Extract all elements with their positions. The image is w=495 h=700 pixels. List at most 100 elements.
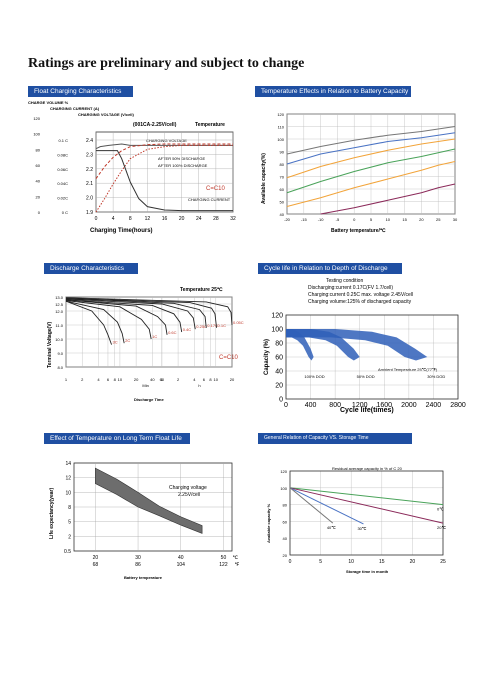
cycle-cond-1: Discharging:current 0.17C(FV 1.7/cell)	[308, 285, 393, 291]
discharge-x-tick-min: 2	[81, 377, 84, 382]
discharge-x-tick-min: 8	[114, 377, 117, 382]
float-voltage-tick: 2.3	[86, 152, 93, 158]
cycle-plot-frame	[285, 314, 459, 400]
floatlife-x-tick-c: 30	[135, 555, 141, 561]
temp-x-tick: 15	[402, 217, 407, 222]
floatlife-note-1: Charging voltage	[169, 485, 207, 491]
storage-y-tick: 60	[283, 519, 288, 524]
discharge-x-tick-h: 8	[209, 377, 212, 382]
float-xlabel: Charging Time(hours)	[90, 228, 153, 234]
storage-x-tick: 15	[379, 559, 385, 565]
discharge-series-line	[65, 299, 183, 333]
charging-current-label: CHARGING CURRENT (A)	[50, 106, 100, 111]
temp-x-tick: 0	[353, 217, 356, 222]
discharge-chart: Temperature 25℃ Terminal Voltage(V) C=C1…	[47, 286, 244, 402]
floatlife-x-tick-f: 68	[93, 562, 99, 568]
storage-series-line	[289, 487, 444, 506]
float-voltage-tick: 2.2	[86, 167, 93, 173]
discharge-series-line	[65, 298, 196, 330]
cycle-panel: Cycle life in Relation to Depth of Disch…	[258, 263, 468, 415]
temp-series-line	[286, 160, 456, 208]
float-volume-tick: 100	[33, 132, 40, 137]
float-x-tick: 0	[95, 216, 98, 222]
cycle-x-tick: 1200	[352, 402, 368, 409]
storage-y-tick: 80	[283, 503, 288, 508]
float-volume-tick: 20	[36, 194, 41, 199]
floatlife-x-tick-c: 40	[178, 555, 184, 561]
cycle-y-tick: 0	[279, 397, 283, 404]
floatlife-y-tick: 10	[65, 490, 71, 496]
floatlife-unit-f: ℉	[234, 562, 239, 568]
cycle-x-tick: 400	[305, 402, 317, 409]
temp-y-tick: 100	[277, 137, 284, 142]
discharge-panel: Discharge Characteristics Temperature 25…	[44, 263, 244, 411]
floatlife-ylabel: Life expectancy(year)	[49, 488, 55, 539]
discharge-x-tick-min: 40	[150, 377, 155, 382]
float-charging-panel: Float Charging Characteristics CHARGE VO…	[28, 86, 243, 238]
discharge-header: Discharge Characteristics	[44, 263, 138, 274]
temp-x-tick: 25	[436, 217, 441, 222]
storage-series-label: 20℃	[437, 525, 446, 530]
discharge-x-tick-min: 4	[97, 377, 100, 382]
discharge-x-tick-h: 1	[161, 377, 164, 382]
cycle-y-tick: 100	[271, 327, 283, 334]
page-title: Ratings are preliminary and subject to c…	[28, 56, 305, 71]
temp-y-tick: 40	[280, 212, 285, 217]
floatlife-y-tick: 8	[68, 505, 71, 511]
storage-series-line	[289, 487, 364, 525]
storage-series-line	[289, 487, 444, 524]
cycle-dod-band	[286, 329, 428, 361]
temp-series-line	[286, 148, 456, 194]
discharge-series-label: 2C	[125, 338, 130, 343]
floatlife-y-tick: 5	[68, 520, 71, 526]
discharge-series-label: 3C	[113, 340, 118, 345]
discharge-x-tick-h: 10	[214, 377, 219, 382]
discharge-temp-label: Temperature 25℃	[180, 286, 223, 293]
storage-top-title: Residual average capacity in % of C 20	[332, 466, 403, 471]
cycle-x-tick: 0	[284, 402, 288, 409]
float-series-line	[95, 143, 233, 150]
discharge-y-tick: 10.0	[55, 337, 64, 342]
temp-x-tick: 30	[453, 217, 458, 222]
temp-y-tick: 50	[280, 200, 285, 205]
cycle-x-tick: 800	[329, 402, 341, 409]
storage-y-tick: 20	[283, 553, 288, 558]
float-x-tick: 24	[196, 216, 202, 222]
float-current-tick: 0 C	[62, 210, 68, 215]
cycle-xlabel: Cycle life(times)	[340, 407, 394, 414]
float-x-tick: 28	[213, 216, 219, 222]
discharge-y-tick: 12.0	[55, 309, 64, 314]
float-current-tick: 0.1 C	[58, 138, 68, 143]
temp-y-tick: 110	[278, 125, 285, 130]
temp-effect-panel: Temperature Effects in Relation to Batte…	[255, 86, 465, 238]
float-current-tick: 0.04C	[57, 181, 68, 186]
cycle-x-tick: 2400	[426, 402, 442, 409]
float-charging-chart: CHARGE VOLUME % CHARGING CURRENT (A) CHA…	[28, 100, 236, 234]
discharge-series-line	[65, 299, 168, 335]
temp-x-tick: 5	[370, 217, 373, 222]
temp-effect-ylabel: Available capacity(%)	[261, 153, 267, 204]
temp-effect-chart: Available capacity(%) Battery temperatur…	[261, 112, 458, 234]
cycle-y-tick: 40	[275, 369, 283, 376]
floatlife-y-tick: 0.5	[64, 549, 71, 555]
float-volume-tick: 40	[36, 179, 41, 184]
discharge-series-label: 0.05C	[233, 320, 244, 325]
cycle-label-50: 50% DOD	[357, 374, 375, 379]
float-volume-tick: 60	[36, 163, 41, 168]
temp-series-line	[320, 183, 456, 215]
cycle-label-30: 30% DOD	[427, 374, 445, 379]
floatlife-chart: Life expectancy(year) Charging voltage 2…	[49, 461, 239, 580]
float-x-tick: 4	[112, 216, 115, 222]
temp-effect-xlabel: Battery temperature/℃	[331, 227, 386, 234]
float-x-tick: 32	[230, 216, 236, 222]
discharge-series-label: 0.17C	[207, 323, 218, 328]
cycle-x-tick: 2000	[401, 402, 417, 409]
floatlife-y-tick: 2	[68, 534, 71, 540]
discharge-x-tick-h: 6	[203, 377, 206, 382]
storage-ylabel: Available capacity %	[266, 503, 271, 543]
discharge-series-line	[65, 300, 112, 345]
storage-x-tick: 10	[348, 559, 354, 565]
discharge-capacity-label: C=C10	[219, 355, 239, 361]
floatlife-x-tick-f: 104	[177, 562, 186, 568]
discharge-unit-min: Min	[142, 383, 148, 388]
